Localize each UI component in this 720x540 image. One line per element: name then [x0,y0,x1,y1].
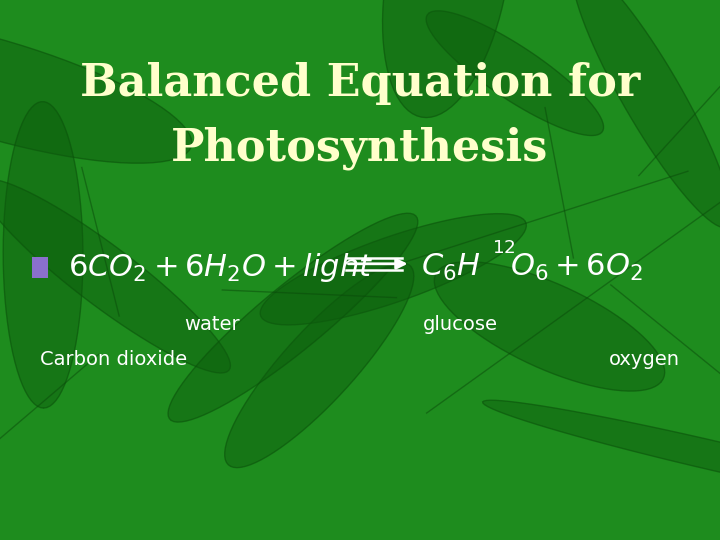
Polygon shape [168,213,418,422]
Text: glucose: glucose [423,314,498,334]
Polygon shape [382,0,511,118]
Polygon shape [225,263,414,468]
Polygon shape [0,179,230,373]
Text: $C_6H$: $C_6H$ [421,252,481,283]
Polygon shape [434,262,665,391]
Text: $O_6 + 6O_2$: $O_6 + 6O_2$ [510,252,642,283]
Polygon shape [482,400,720,511]
Text: oxygen: oxygen [609,349,680,369]
Bar [32,256,48,278]
Text: $12$: $12$ [492,239,516,258]
Polygon shape [3,102,83,408]
Polygon shape [0,14,192,163]
Polygon shape [260,214,526,325]
Polygon shape [426,11,603,136]
Text: Carbon dioxide: Carbon dioxide [40,349,186,369]
Text: Photosynthesis: Photosynthesis [171,127,549,170]
Text: $6CO_{2} + 6H_{2}O + light$: $6CO_{2} + 6H_{2}O + light$ [68,251,374,284]
Polygon shape [572,0,720,228]
Text: water: water [184,314,240,334]
Text: Balanced Equation for: Balanced Equation for [80,62,640,105]
